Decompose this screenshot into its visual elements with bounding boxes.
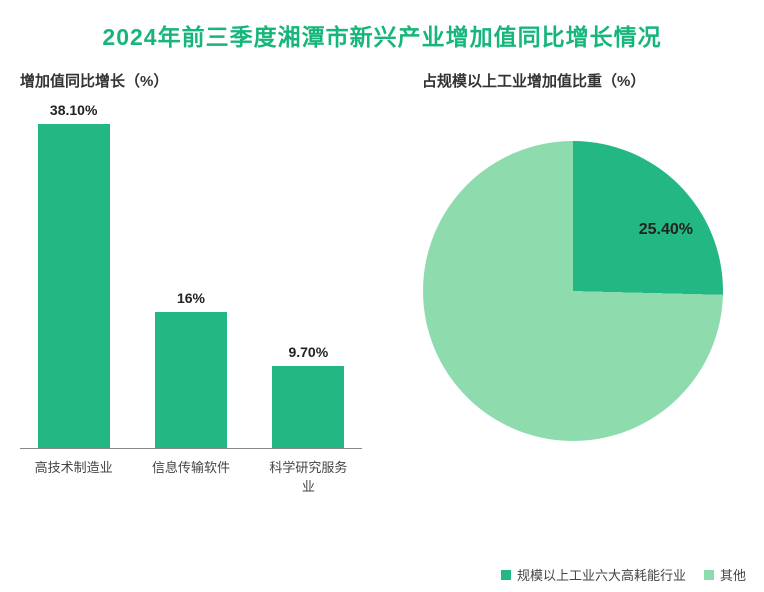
bar-value-label: 9.70% [265,344,352,360]
pie-slice-label: 25.40% [639,221,693,239]
pie-wrap: 25.40% [423,141,723,441]
legend: 规模以上工业六大高耗能行业 其他 [501,565,746,584]
bar-value-label: 16% [147,290,234,306]
bar-rect [155,312,227,448]
x-axis-label: 高技术制造业 [30,457,117,495]
x-axis-label: 科学研究服务业 [265,457,352,495]
bar-column: 38.10% [30,124,117,448]
legend-item: 其他 [704,565,746,584]
bar-value-label: 38.10% [30,102,117,118]
legend-text: 其他 [720,565,746,584]
legend-text: 规模以上工业六大高耗能行业 [517,565,686,584]
pie-subtitle: 占规模以上工业增加值比重（%） [422,70,754,91]
bar-column: 9.70% [265,366,352,448]
x-axis-label: 信息传输软件 [147,457,234,495]
panels: 增加值同比增长（%） 38.10% 16% 9.70% 高技术制造业信息传输软件科学… [0,62,764,562]
legend-swatch [501,570,511,580]
bars-container: 38.10% 16% 9.70% [20,109,362,449]
bar-subtitle: 增加值同比增长（%） [20,70,372,91]
bar-plot-area: 38.10%16%9.70% 高技术制造业信息传输软件科学研究服务业 [20,109,362,469]
pie-chart-panel: 占规模以上工业增加值比重（%） 25.40% [382,62,764,562]
x-axis-labels: 高技术制造业信息传输软件科学研究服务业 [20,449,362,495]
bar-chart-panel: 增加值同比增长（%） 38.10% 16% 9.70% 高技术制造业信息传输软件科学… [0,62,382,562]
bar-rect [38,124,110,448]
main-title: 2024年前三季度湘潭市新兴产业增加值同比增长情况 [0,0,764,62]
legend-swatch [704,570,714,580]
legend-item: 规模以上工业六大高耗能行业 [501,565,686,584]
bar-rect [272,366,344,448]
bar-column: 16% [147,312,234,448]
pie-circle [423,141,723,441]
